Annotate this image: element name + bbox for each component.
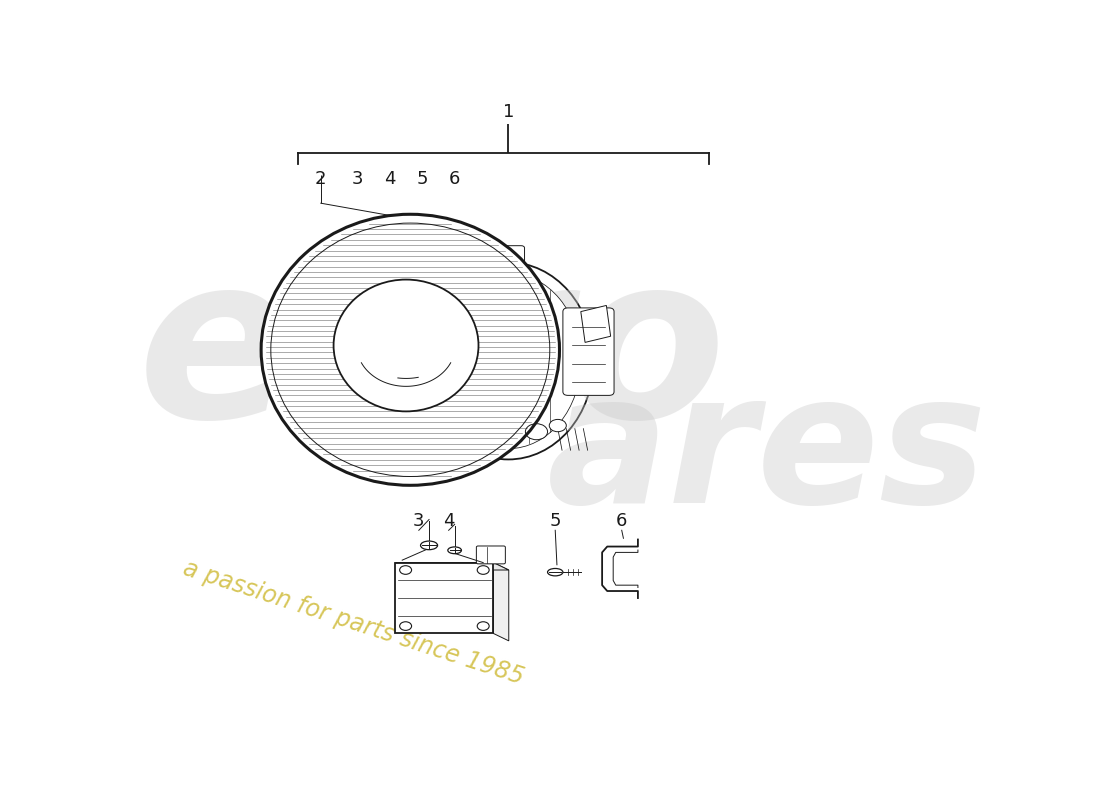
Ellipse shape bbox=[420, 541, 438, 550]
Text: euro: euro bbox=[138, 244, 726, 466]
Polygon shape bbox=[494, 562, 509, 641]
Text: 4: 4 bbox=[384, 170, 396, 188]
Circle shape bbox=[477, 622, 490, 630]
Text: ares: ares bbox=[547, 366, 987, 542]
Text: 6: 6 bbox=[449, 170, 460, 188]
Text: a passion for parts since 1985: a passion for parts since 1985 bbox=[180, 556, 527, 690]
FancyBboxPatch shape bbox=[476, 546, 505, 564]
Circle shape bbox=[526, 424, 548, 440]
Ellipse shape bbox=[261, 214, 560, 486]
FancyBboxPatch shape bbox=[471, 246, 525, 268]
Ellipse shape bbox=[548, 569, 563, 576]
Ellipse shape bbox=[448, 547, 462, 554]
Text: 4: 4 bbox=[443, 512, 454, 530]
FancyBboxPatch shape bbox=[563, 308, 614, 395]
Text: 3: 3 bbox=[352, 170, 363, 188]
Polygon shape bbox=[581, 306, 611, 342]
Polygon shape bbox=[395, 562, 509, 570]
Circle shape bbox=[399, 566, 411, 574]
Text: 6: 6 bbox=[616, 512, 627, 530]
Circle shape bbox=[399, 622, 411, 630]
Text: 5: 5 bbox=[417, 170, 428, 188]
Ellipse shape bbox=[424, 262, 594, 459]
Text: 1: 1 bbox=[503, 102, 514, 121]
Text: 5: 5 bbox=[550, 512, 561, 530]
Text: 2: 2 bbox=[315, 170, 327, 188]
Circle shape bbox=[549, 419, 566, 432]
Circle shape bbox=[477, 566, 490, 574]
Text: 3: 3 bbox=[414, 512, 425, 530]
FancyBboxPatch shape bbox=[395, 562, 494, 634]
Ellipse shape bbox=[436, 273, 581, 449]
Ellipse shape bbox=[333, 279, 478, 411]
